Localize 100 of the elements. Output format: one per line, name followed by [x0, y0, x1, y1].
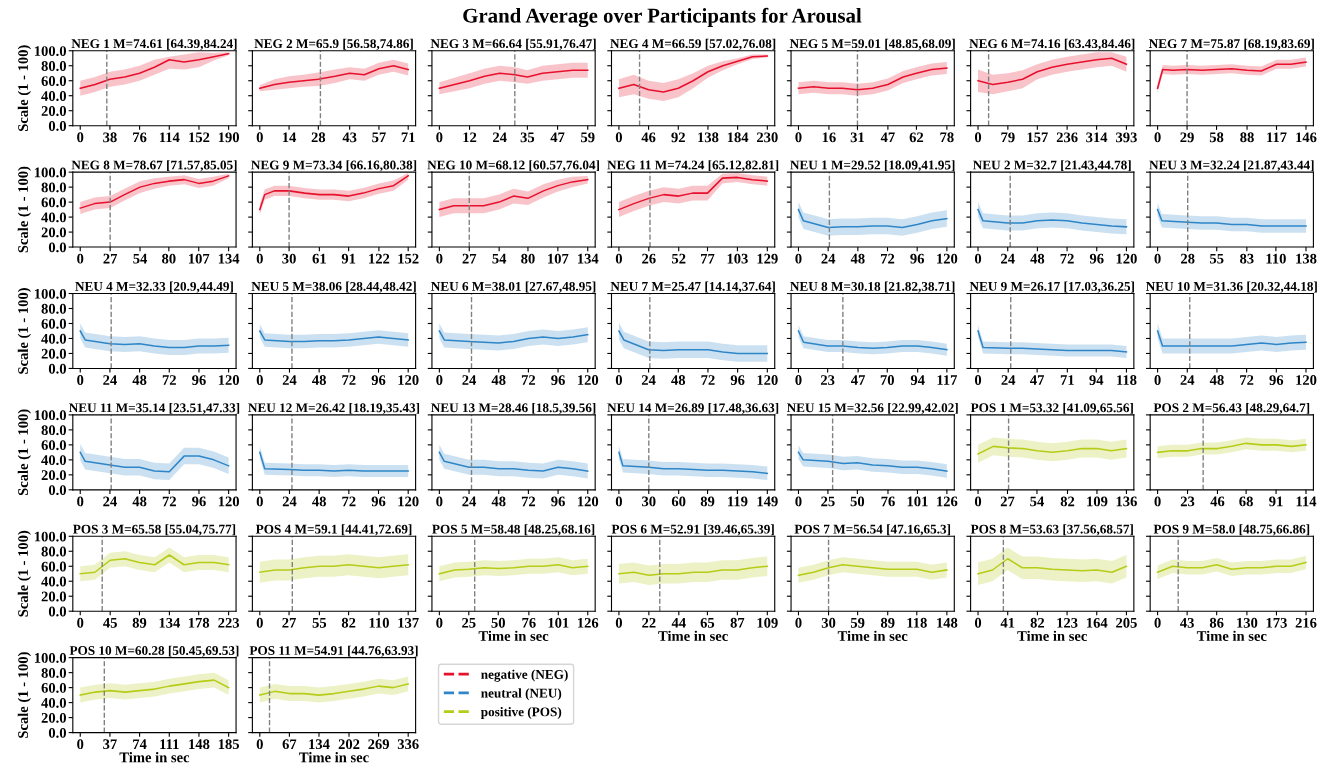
x-tick-label: 48 — [1030, 253, 1045, 264]
chart-title: POS 1 M=53.32 [41.09,65.56] — [970, 402, 1133, 415]
x-tick-label: 24 — [1180, 375, 1195, 385]
line-series — [79, 52, 230, 89]
x-tick-label: 47 — [1030, 375, 1045, 385]
y-tick-label: 40.0 — [41, 455, 67, 466]
chart-title: NEG 6 M=74.16 [63.43,84.46] — [969, 38, 1135, 50]
x-tick-label: 92 — [671, 132, 685, 143]
x-tick-label: 107 — [188, 253, 210, 264]
chart-title: NEU 12 M=26.42 [18.19,35.43] — [248, 402, 420, 415]
x-tick-label: 54 — [492, 253, 507, 264]
x-tick-label: 47 — [851, 375, 866, 385]
x-tick-label: 101 — [907, 496, 928, 507]
x-tick-label: 190 — [218, 132, 240, 143]
y-tick-label: 20.0 — [41, 227, 67, 238]
x-tick-label: 137 — [398, 617, 419, 628]
x-tick-label: 0 — [77, 253, 84, 264]
x-tick-label: 48 — [850, 253, 865, 264]
x-tick-label: 80 — [521, 253, 535, 264]
x-tick-label: 91 — [1269, 496, 1283, 507]
x-tick-label: 0 — [77, 739, 84, 750]
x-tick-label: 202 — [338, 739, 360, 750]
y-tick-label: 0.0 — [48, 363, 67, 374]
x-tick-label: 48 — [491, 375, 506, 385]
x-tick-label: 72 — [342, 375, 356, 385]
x-tick-label: 136 — [1116, 496, 1137, 507]
y-tick-label: 40.0 — [41, 333, 67, 344]
x-tick-label: 0 — [1154, 132, 1161, 143]
chart-title: NEU 15 M=32.56 [22.99,42.02] — [786, 402, 958, 415]
x-tick-label: 148 — [937, 617, 958, 628]
y-tick-label: 20.0 — [41, 470, 67, 481]
chart-title: POS 5 M=58.48 [48.25,68.16] — [432, 524, 595, 536]
y-tick-label: 0.0 — [48, 485, 67, 496]
x-tick-label: 118 — [907, 617, 927, 628]
y-tick-label: 60.0 — [41, 440, 67, 451]
x-tick-label: 120 — [577, 375, 599, 385]
y-tick-label: 0.0 — [48, 121, 67, 131]
x-tick-label: 48 — [312, 375, 326, 385]
x-tick-label: 134 — [218, 253, 240, 264]
x-tick-label: 173 — [1266, 617, 1287, 628]
chart-title: NEU 3 M=32.24 [21.87,43.44] — [1149, 160, 1314, 172]
x-tick-label: 27 — [103, 253, 118, 264]
x-tick-label: 0 — [77, 132, 84, 143]
y-tick-label: 60.0 — [41, 197, 67, 208]
chart-title: NEU 1 M=29.52 [18.09,41.95] — [790, 160, 955, 172]
x-tick-label: 120 — [218, 496, 240, 507]
y-tick-label: 0.0 — [48, 606, 67, 617]
x-tick-label: 71 — [1060, 375, 1074, 385]
chart-title: POS 8 M=53.63 [37.56,68.57] — [970, 524, 1133, 536]
x-tick-label: 0 — [974, 132, 982, 143]
x-tick-label: 89 — [700, 496, 715, 507]
x-axis-title: Time in sec — [299, 752, 369, 763]
x-tick-label: 88 — [1240, 132, 1254, 143]
x-tick-label: 24 — [103, 375, 117, 385]
x-tick-label: 82 — [1060, 496, 1075, 507]
x-tick-label: 91 — [341, 253, 356, 264]
x-tick-label: 269 — [368, 739, 390, 750]
line-series — [79, 451, 230, 473]
x-tick-label: 205 — [1116, 617, 1137, 628]
y-axis-title: Scale (1 - 100) — [17, 288, 31, 374]
x-tick-label: 0 — [1154, 496, 1161, 507]
x-tick-label: 114 — [1296, 496, 1317, 507]
x-tick-label: 62 — [909, 132, 924, 143]
x-tick-label: 72 — [701, 375, 715, 385]
x-tick-label: 89 — [880, 617, 895, 628]
y-tick-label: 80.0 — [41, 61, 67, 72]
chart-title: NEG 8 M=78.67 [71.57,85.05] — [71, 160, 237, 172]
x-tick-label: 80 — [162, 253, 176, 264]
x-tick-label: 0 — [436, 375, 443, 385]
x-tick-label: 48 — [671, 375, 686, 385]
x-tick-label: 0 — [615, 617, 623, 628]
x-tick-label: 76 — [522, 617, 536, 628]
x-tick-label: 82 — [341, 617, 356, 628]
x-tick-label: 120 — [1296, 375, 1317, 385]
x-tick-label: 28 — [311, 132, 326, 143]
x-tick-label: 23 — [820, 375, 835, 385]
x-tick-label: 122 — [369, 253, 390, 264]
x-tick-label: 22 — [642, 617, 656, 628]
x-tick-label: 23 — [1180, 496, 1195, 507]
x-tick-label: 0 — [1154, 617, 1161, 628]
chart-title: NEG 11 M=74.24 [65.12,82.81] — [607, 160, 779, 172]
text: Grand Average over Participants for Arousal — [463, 7, 862, 28]
chart-title: NEG 7 M=75.87 [68.19,83.69] — [1148, 38, 1314, 50]
x-tick-label: 0 — [974, 496, 982, 507]
x-tick-label: 103 — [727, 253, 748, 264]
x-tick-label: 134 — [159, 617, 181, 628]
y-axis-title: Scale (1 - 100) — [17, 45, 31, 131]
x-tick-label: 0 — [1154, 253, 1161, 264]
x-tick-label: 0 — [615, 375, 623, 385]
x-tick-label: 71 — [401, 132, 415, 143]
chart-title: NEU 2 M=32.7 [21.43,44.78] — [973, 160, 1131, 172]
x-tick-label: 0 — [256, 253, 263, 264]
x-tick-label: 0 — [615, 132, 623, 143]
y-tick-label: 100.0 — [34, 46, 67, 57]
x-tick-label: 72 — [162, 375, 176, 385]
chart-title: POS 2 M=56.43 [48.29,64.7] — [1153, 402, 1310, 415]
y-tick-label: 80.0 — [41, 303, 67, 314]
x-tick-label: 72 — [1240, 375, 1254, 385]
x-tick-label: 25 — [462, 617, 476, 628]
x-tick-label: 16 — [822, 132, 836, 143]
